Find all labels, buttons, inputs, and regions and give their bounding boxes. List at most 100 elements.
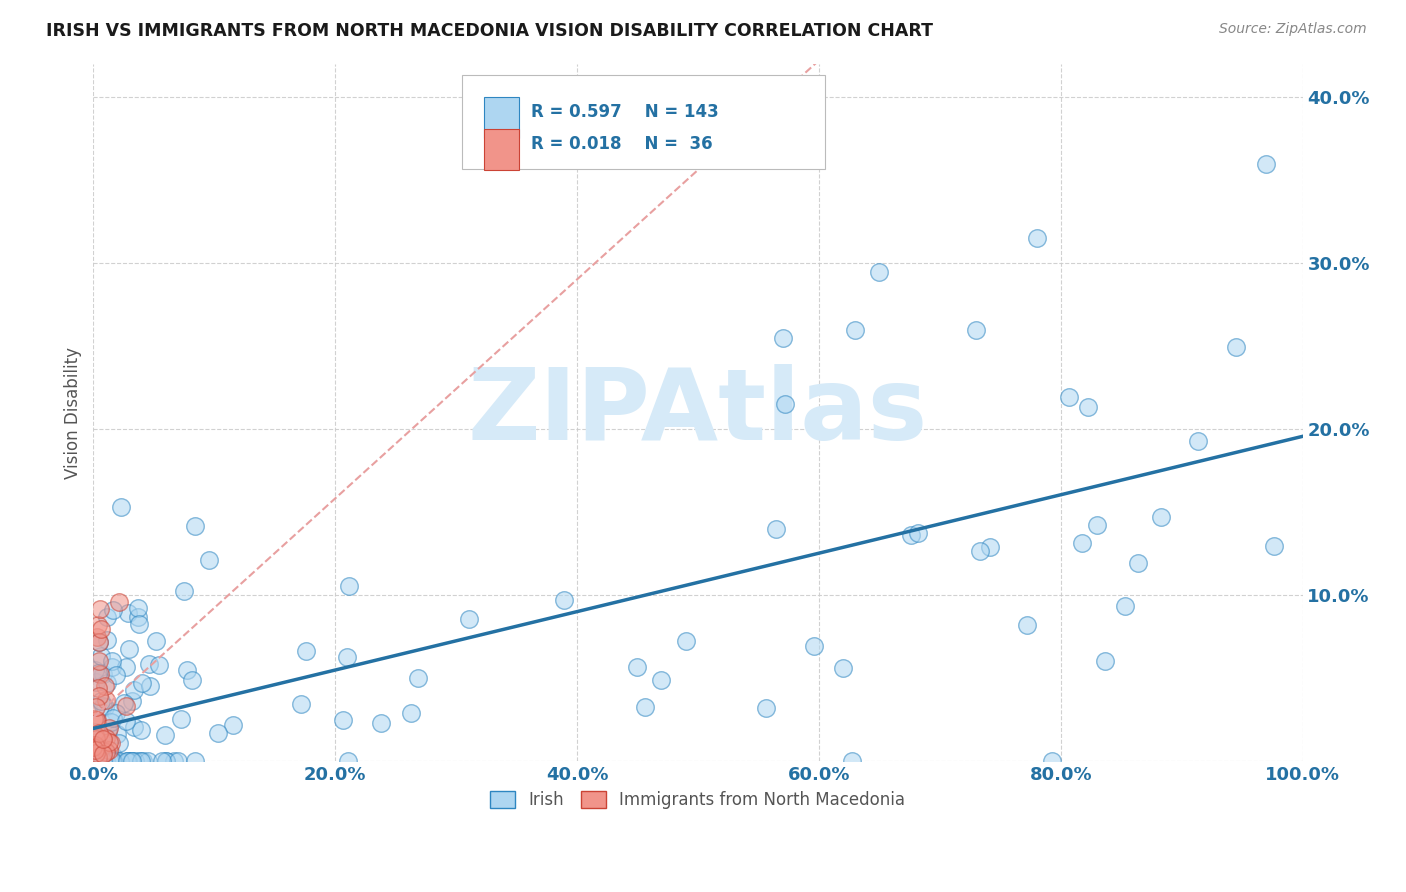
Point bbox=[290, 697, 312, 711]
Point bbox=[83, 713, 105, 727]
Point bbox=[84, 739, 107, 754]
Point bbox=[115, 754, 138, 768]
Point bbox=[1225, 340, 1247, 354]
Point bbox=[86, 746, 108, 760]
Point bbox=[98, 735, 121, 749]
Point bbox=[84, 732, 107, 747]
Point bbox=[1017, 618, 1039, 632]
Point bbox=[101, 749, 124, 764]
Point bbox=[90, 740, 112, 755]
Point bbox=[86, 713, 108, 727]
Point bbox=[868, 264, 890, 278]
Point bbox=[104, 754, 127, 768]
Point bbox=[84, 674, 107, 689]
Point bbox=[167, 754, 190, 768]
Point bbox=[176, 663, 198, 677]
Point bbox=[122, 683, 145, 698]
Point bbox=[907, 526, 929, 541]
Text: R = 0.018    N =  36: R = 0.018 N = 36 bbox=[531, 135, 713, 153]
Point bbox=[127, 600, 149, 615]
Point bbox=[84, 724, 107, 739]
Point bbox=[120, 754, 142, 768]
Point bbox=[93, 700, 115, 714]
Point bbox=[108, 736, 131, 750]
Point bbox=[90, 648, 112, 663]
Point bbox=[121, 754, 143, 768]
Point bbox=[84, 754, 107, 768]
Point bbox=[170, 712, 193, 726]
Point bbox=[965, 322, 987, 336]
Point bbox=[117, 607, 139, 621]
Point bbox=[89, 634, 111, 648]
Point bbox=[675, 633, 697, 648]
Point bbox=[103, 603, 125, 617]
Point bbox=[969, 544, 991, 558]
Point bbox=[121, 694, 143, 708]
Point bbox=[105, 754, 128, 768]
Point bbox=[114, 660, 136, 674]
Point bbox=[155, 754, 177, 768]
Point bbox=[94, 743, 117, 757]
Point bbox=[110, 500, 132, 514]
Point bbox=[93, 754, 115, 768]
Point bbox=[1040, 754, 1063, 768]
Point bbox=[101, 654, 124, 668]
Point bbox=[89, 635, 111, 649]
Point bbox=[96, 731, 118, 745]
Point bbox=[86, 754, 108, 768]
Point bbox=[90, 622, 112, 636]
Point bbox=[90, 754, 112, 768]
Point bbox=[139, 679, 162, 693]
Point bbox=[136, 754, 159, 768]
Point bbox=[87, 666, 110, 681]
Point bbox=[844, 322, 866, 336]
Point bbox=[83, 754, 105, 768]
Point bbox=[145, 633, 167, 648]
Point bbox=[100, 754, 122, 768]
Point bbox=[100, 736, 122, 750]
Point bbox=[91, 747, 114, 761]
Point bbox=[91, 667, 114, 681]
Point bbox=[84, 663, 107, 677]
FancyBboxPatch shape bbox=[463, 75, 825, 169]
Point bbox=[337, 579, 360, 593]
Point bbox=[98, 754, 121, 768]
Point bbox=[155, 754, 177, 768]
Point bbox=[755, 701, 778, 715]
Point bbox=[93, 754, 115, 768]
Point bbox=[150, 754, 173, 768]
Point bbox=[295, 643, 318, 657]
Point bbox=[197, 553, 219, 567]
Point bbox=[803, 639, 825, 653]
Point bbox=[128, 616, 150, 631]
Point bbox=[1070, 535, 1092, 549]
FancyBboxPatch shape bbox=[484, 97, 519, 138]
Point bbox=[101, 754, 124, 768]
Point bbox=[87, 754, 110, 768]
Point bbox=[100, 660, 122, 674]
Point bbox=[1114, 599, 1136, 614]
Point bbox=[104, 668, 127, 682]
Point bbox=[979, 540, 1001, 554]
Point bbox=[121, 754, 143, 768]
Point bbox=[118, 641, 141, 656]
Point bbox=[89, 726, 111, 740]
Point bbox=[84, 743, 107, 757]
Point bbox=[98, 754, 121, 768]
Point bbox=[101, 754, 124, 768]
Point bbox=[831, 661, 853, 675]
Point bbox=[101, 754, 124, 768]
Point bbox=[634, 699, 657, 714]
Point bbox=[553, 593, 575, 607]
Point bbox=[82, 739, 104, 754]
Point bbox=[153, 728, 176, 742]
Point bbox=[173, 584, 195, 599]
Point bbox=[138, 657, 160, 671]
Point bbox=[96, 693, 118, 707]
Point bbox=[103, 754, 125, 768]
Point bbox=[84, 728, 107, 742]
Point bbox=[127, 609, 149, 624]
Point bbox=[1076, 401, 1098, 415]
Point bbox=[84, 730, 107, 744]
Point bbox=[128, 754, 150, 768]
